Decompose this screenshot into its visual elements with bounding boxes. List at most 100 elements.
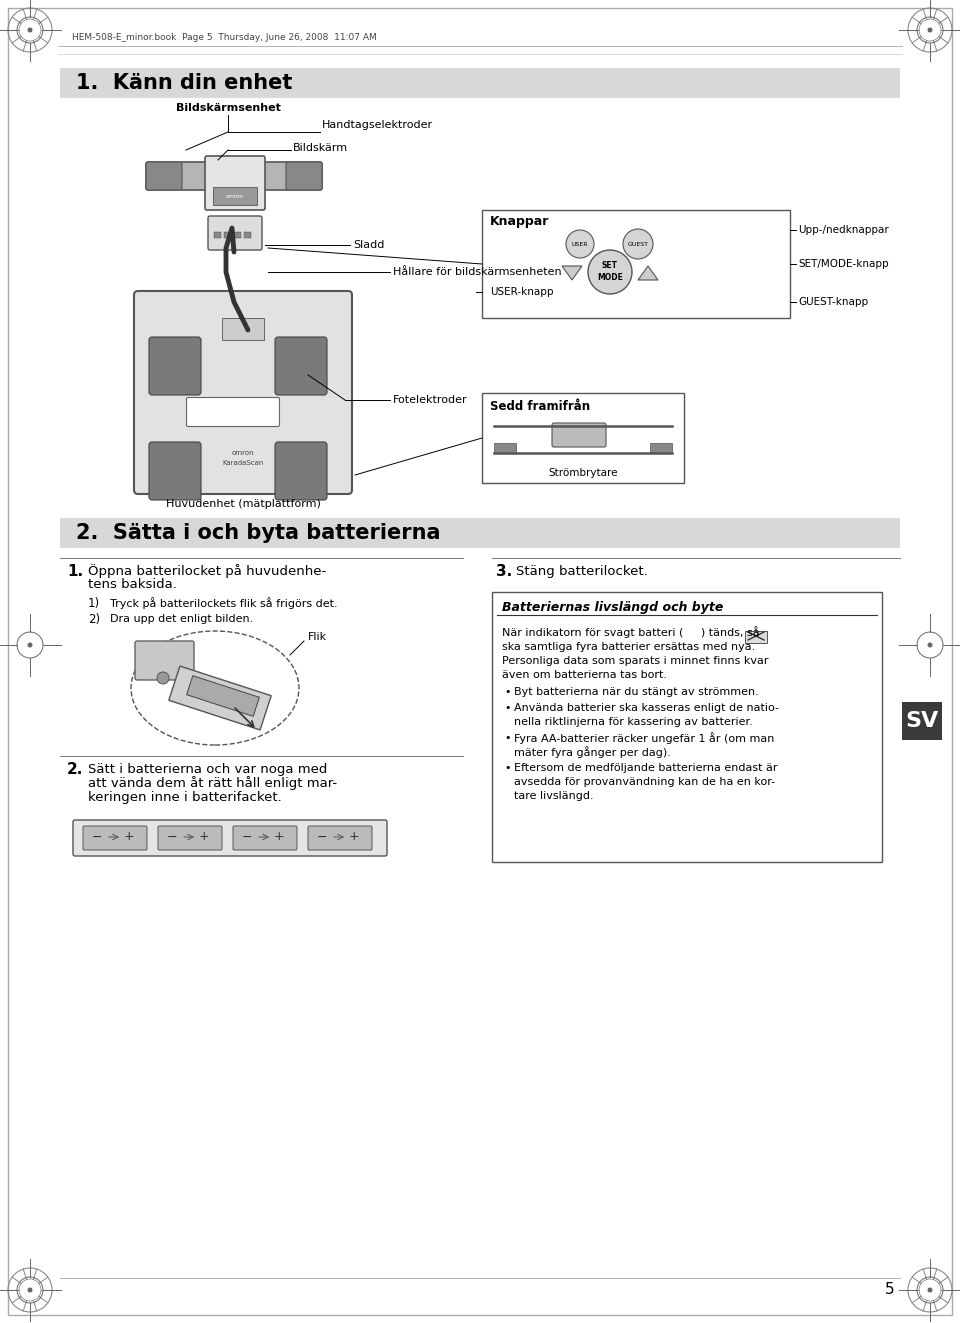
FancyBboxPatch shape	[135, 642, 194, 680]
FancyBboxPatch shape	[83, 826, 147, 849]
Text: SET: SET	[602, 262, 618, 270]
Text: Flik: Flik	[308, 632, 327, 642]
Text: GUEST-knapp: GUEST-knapp	[798, 296, 868, 307]
Text: +: +	[348, 831, 359, 844]
Text: Strömbrytare: Strömbrytare	[548, 468, 617, 478]
Text: •: •	[504, 763, 511, 773]
Polygon shape	[186, 676, 259, 716]
Bar	[745, 631, 767, 643]
Text: USER: USER	[572, 242, 588, 246]
Text: omron: omron	[226, 193, 244, 198]
Bar	[494, 443, 516, 452]
Ellipse shape	[131, 631, 299, 745]
Text: Upp-/nedknappar: Upp-/nedknappar	[798, 225, 889, 235]
Text: USER-knapp: USER-knapp	[490, 287, 554, 296]
Bar	[222, 318, 264, 340]
Text: Fotelektroder: Fotelektroder	[393, 396, 468, 405]
Text: När indikatorn för svagt batteri (     ) tänds, så: När indikatorn för svagt batteri ( ) tän…	[502, 626, 759, 638]
Polygon shape	[638, 266, 658, 280]
FancyBboxPatch shape	[208, 216, 262, 250]
Text: SET/MODE-knapp: SET/MODE-knapp	[798, 259, 889, 269]
Text: −: −	[167, 831, 178, 844]
Text: Bildskärm: Bildskärm	[293, 143, 348, 153]
Circle shape	[28, 28, 33, 33]
FancyBboxPatch shape	[146, 161, 182, 191]
Bar	[235, 216, 242, 222]
Text: Knappar: Knappar	[490, 216, 549, 229]
Text: MODE: MODE	[597, 274, 623, 283]
Text: KaradaScan: KaradaScan	[223, 460, 264, 466]
Text: •: •	[504, 687, 511, 697]
Circle shape	[927, 643, 932, 647]
Circle shape	[28, 643, 33, 647]
Text: Tryck på batterilockets flik så frigörs det.: Tryck på batterilockets flik så frigörs …	[110, 597, 338, 609]
Text: HEM-508-E_minor.book  Page 5  Thursday, June 26, 2008  11:07 AM: HEM-508-E_minor.book Page 5 Thursday, Ju…	[72, 33, 376, 41]
Text: 2): 2)	[88, 613, 100, 626]
Polygon shape	[169, 665, 272, 730]
Bar	[902, 703, 942, 740]
Text: Sedd framifrån: Sedd framifrån	[490, 400, 590, 413]
Bar	[214, 232, 221, 238]
Text: •: •	[504, 703, 511, 713]
Text: nella riktlinjerna för kassering av batterier.: nella riktlinjerna för kassering av batt…	[514, 717, 753, 728]
Bar	[215, 216, 222, 222]
Bar	[60, 519, 900, 548]
Text: Huvudenhet (mätplattform): Huvudenhet (mätplattform)	[165, 499, 321, 509]
FancyBboxPatch shape	[158, 826, 222, 849]
Text: 1.: 1.	[67, 564, 84, 578]
Bar	[244, 232, 251, 238]
Text: Sätt i batterierna och var noga med: Sätt i batterierna och var noga med	[88, 762, 327, 775]
Text: +: +	[274, 831, 284, 844]
Text: 1.  Känn din enhet: 1. Känn din enhet	[76, 73, 293, 93]
Text: omron: omron	[231, 450, 254, 456]
Circle shape	[566, 230, 594, 258]
Text: ska samtliga fyra batterier ersättas med nya.: ska samtliga fyra batterier ersättas med…	[502, 642, 756, 652]
Text: Personliga data som sparats i minnet finns kvar: Personliga data som sparats i minnet fin…	[502, 656, 769, 665]
Text: 2.: 2.	[67, 762, 84, 777]
FancyBboxPatch shape	[233, 826, 297, 849]
Text: •: •	[504, 733, 511, 744]
Text: +: +	[124, 831, 134, 844]
Text: Bildskärmsenhet: Bildskärmsenhet	[176, 103, 280, 112]
FancyBboxPatch shape	[149, 337, 201, 396]
Text: +: +	[199, 831, 209, 844]
Text: Hållare för bildskärmsenheten: Hållare för bildskärmsenheten	[393, 267, 562, 277]
FancyBboxPatch shape	[73, 820, 387, 856]
Circle shape	[927, 1287, 932, 1293]
FancyBboxPatch shape	[482, 210, 790, 318]
FancyBboxPatch shape	[146, 161, 322, 191]
FancyBboxPatch shape	[308, 826, 372, 849]
FancyBboxPatch shape	[149, 442, 201, 500]
Text: keringen inne i batterifacket.: keringen inne i batterifacket.	[88, 791, 281, 803]
Circle shape	[927, 28, 932, 33]
FancyBboxPatch shape	[275, 337, 327, 396]
Text: Använda batterier ska kasseras enligt de natio-: Använda batterier ska kasseras enligt de…	[514, 703, 779, 713]
Text: Handtagselektroder: Handtagselektroder	[322, 120, 433, 130]
Text: att vända dem åt rätt håll enligt mar-: att vända dem åt rätt håll enligt mar-	[88, 777, 337, 790]
Text: tare livslängd.: tare livslängd.	[514, 791, 593, 800]
FancyBboxPatch shape	[492, 591, 882, 863]
Bar	[650, 443, 672, 452]
FancyBboxPatch shape	[205, 156, 265, 210]
Bar	[225, 216, 232, 222]
FancyBboxPatch shape	[186, 397, 279, 426]
Text: Batteriernas livslängd och byte: Batteriernas livslängd och byte	[502, 602, 724, 614]
Text: 5: 5	[885, 1282, 895, 1298]
Bar	[245, 216, 252, 222]
Text: 3.: 3.	[496, 564, 513, 578]
Text: Sladd: Sladd	[353, 239, 384, 250]
Text: −: −	[92, 831, 103, 844]
Text: SV: SV	[905, 710, 939, 732]
FancyBboxPatch shape	[275, 442, 327, 500]
Text: Byt batterierna när du stängt av strömmen.: Byt batterierna när du stängt av strömme…	[514, 687, 758, 697]
Text: Fyra AA-batterier räcker ungefär 1 år (om man: Fyra AA-batterier räcker ungefär 1 år (o…	[514, 732, 775, 744]
FancyBboxPatch shape	[552, 423, 606, 447]
Bar	[60, 67, 900, 98]
FancyBboxPatch shape	[286, 161, 322, 191]
Circle shape	[588, 250, 632, 294]
FancyBboxPatch shape	[482, 393, 684, 483]
Text: GUEST: GUEST	[628, 242, 649, 246]
Text: mäter fyra gånger per dag).: mäter fyra gånger per dag).	[514, 746, 671, 758]
Text: 2.  Sätta i och byta batterierna: 2. Sätta i och byta batterierna	[76, 523, 441, 542]
Text: −: −	[317, 831, 327, 844]
